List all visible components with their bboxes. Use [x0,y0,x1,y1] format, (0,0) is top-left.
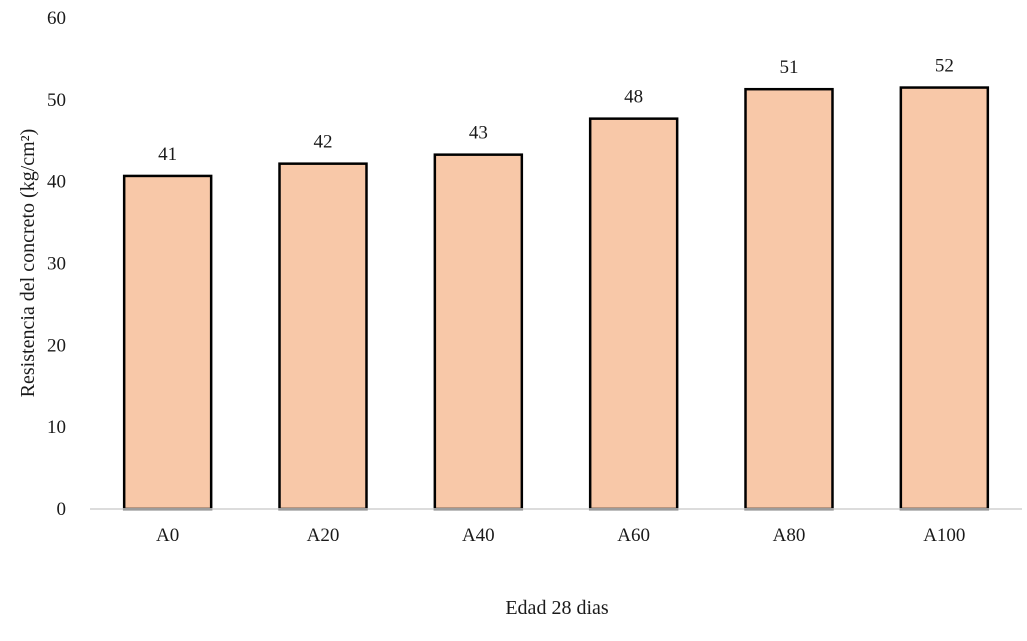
x-axis-ticks: A0 A20 A40 A60 A80 A100 [156,525,965,546]
data-label-a0: 41 [158,144,177,165]
x-tick-label-a100: A100 [923,525,965,546]
x-axis-title: Edad 28 dias [505,597,609,619]
x-tick-label-a20: A20 [307,525,340,546]
bar-a80 [744,87,834,511]
data-labels: 41 42 43 48 51 52 [158,56,954,165]
x-tick-label-a40: A40 [462,525,495,546]
y-tick-label: 60 [47,8,66,29]
bar-a20 [278,162,368,511]
bar-a100 [899,86,990,511]
y-tick-label: 10 [47,417,66,438]
y-tick-label: 0 [57,499,67,520]
data-label-a60: 48 [624,87,643,108]
y-tick-label: 20 [47,335,66,356]
bar-a0 [122,174,213,511]
x-tick-label-a80: A80 [773,525,806,546]
x-tick-label-a0: A0 [156,525,179,546]
bar-a60 [588,117,679,511]
x-tick-label-a60: A60 [617,525,650,546]
y-axis-ticks: 0 10 20 30 40 50 60 [47,8,66,520]
data-label-a40: 43 [469,123,488,144]
y-tick-label: 50 [47,90,66,111]
bars [122,86,990,511]
data-label-a20: 42 [314,132,333,153]
y-tick-label: 40 [47,172,66,193]
data-label-a100: 52 [935,56,954,77]
data-label-a80: 51 [780,57,799,78]
y-tick-label: 30 [47,254,66,275]
bar-a40 [433,153,524,511]
y-axis-title: Resistencia del concreto (kg/cm²) [17,129,39,398]
